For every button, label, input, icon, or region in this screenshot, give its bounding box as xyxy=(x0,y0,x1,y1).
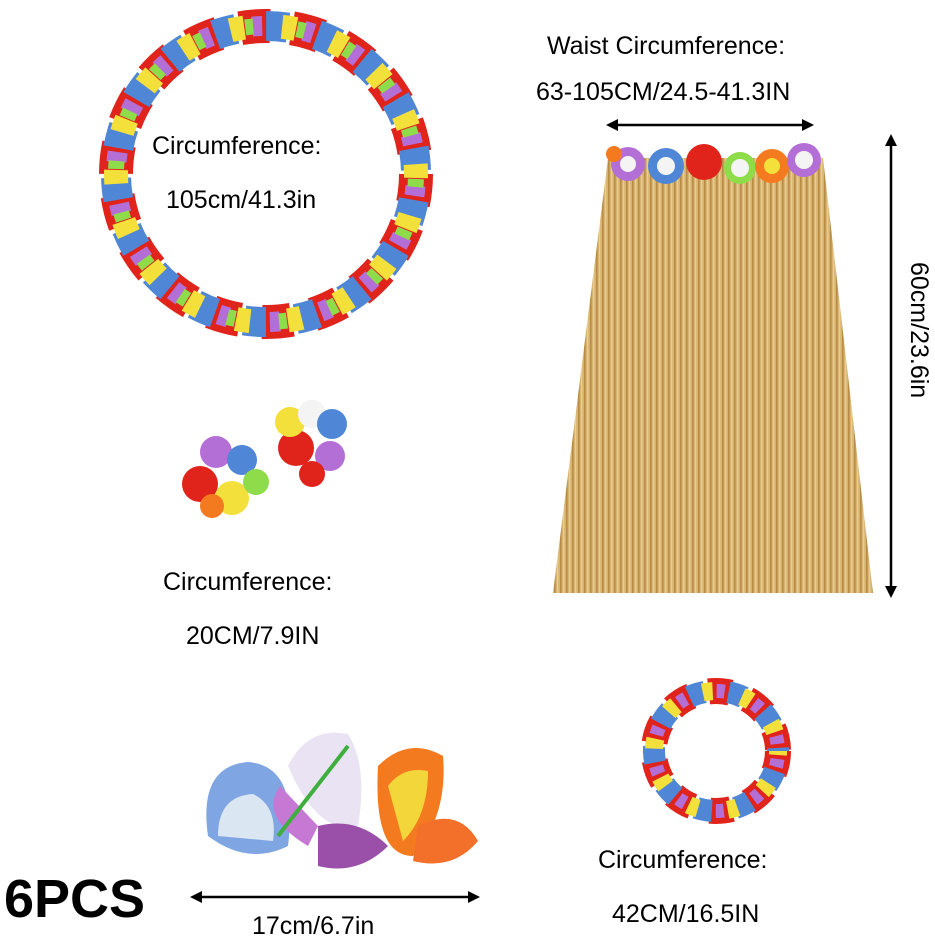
wristband-circumference-title: Circumference: xyxy=(163,568,333,596)
hair-flower-illustration xyxy=(206,732,478,869)
necklace-circumference-value: 105cm/41.3in xyxy=(166,186,317,214)
skirt-length-value: 60cm/23.6in xyxy=(905,262,933,399)
lei-necklace-illustration xyxy=(99,9,433,339)
skirt-length-arrow xyxy=(885,134,897,598)
necklace-circumference-title: Circumference: xyxy=(152,132,322,160)
hair-flower-width-arrow xyxy=(190,891,480,903)
wristband-circumference-value: 20CM/7.9IN xyxy=(186,622,320,650)
wristbands-illustration xyxy=(182,400,347,518)
headband-circumference-value: 42CM/16.5IN xyxy=(612,900,760,928)
waist-width-arrow xyxy=(606,119,814,131)
skirt-waist-value: 63-105CM/24.5-41.3IN xyxy=(536,78,791,106)
headband-illustration xyxy=(641,678,791,824)
grass-skirt-illustration xyxy=(553,143,873,593)
piece-count-badge: 6PCS xyxy=(4,869,146,929)
hair-flower-width-value: 17cm/6.7in xyxy=(252,912,375,940)
headband-circumference-title: Circumference: xyxy=(598,846,768,874)
skirt-waist-title: Waist Circumference: xyxy=(547,32,786,60)
